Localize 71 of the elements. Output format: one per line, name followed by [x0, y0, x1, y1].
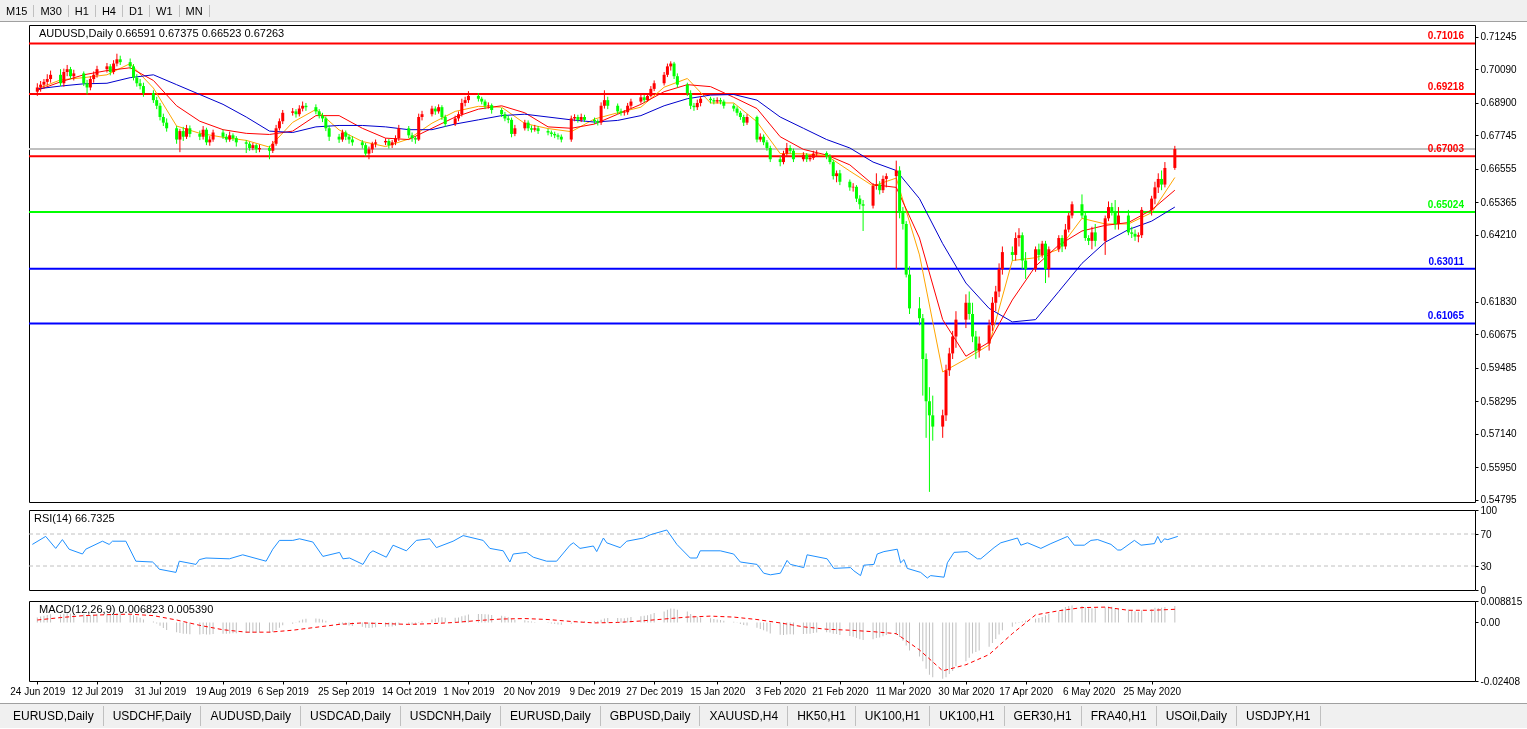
x-tick-label: 31 Jul 2019 [134, 685, 187, 697]
text: M30 [34, 4, 69, 17]
y-tick-label: 0.61830 [1480, 296, 1518, 308]
text: D1 [122, 4, 150, 17]
y-tick-label: 100 [1480, 504, 1498, 516]
x-tick-label: 1 Nov 2019 [443, 685, 495, 697]
text: USOil,Daily [1156, 706, 1238, 726]
y-tick-label: 0.59485 [1480, 362, 1518, 374]
text: XAUUSD,H4 [700, 706, 789, 726]
text: H1 [68, 4, 96, 17]
x-tick-label: 17 Apr 2020 [999, 685, 1054, 697]
y-tick-label: -0.02408 [1480, 675, 1521, 687]
y-tick-label: 0.68900 [1480, 97, 1518, 109]
y-tick-label: 0.00 [1480, 616, 1501, 628]
x-tick-label: 15 Jan 2020 [690, 685, 746, 697]
text: USDCAD,Daily [301, 706, 401, 726]
text: H4 [95, 4, 123, 17]
y-tick-label: 0.66555 [1480, 163, 1518, 175]
ref-line-label: 0.63011 [1428, 255, 1465, 267]
y-tick-label: 30 [1480, 560, 1493, 572]
text: MN [179, 4, 210, 17]
text: W1 [150, 4, 180, 17]
x-tick-label: 20 Nov 2019 [503, 685, 561, 697]
y-tick-label: 0.57140 [1480, 428, 1518, 440]
x-tick-label: 30 Mar 2020 [938, 685, 995, 697]
text: USDCHF,Daily [103, 706, 202, 726]
chart-title: RSI(14) 66.7325 [34, 512, 115, 524]
x-tick-label: 21 Feb 2020 [812, 685, 869, 697]
text: FRA40,H1 [1081, 706, 1157, 726]
x-tick-label: 6 May 2020 [1062, 685, 1116, 697]
x-tick-label: 6 Sep 2019 [257, 685, 310, 697]
x-tick-label: 11 Mar 2020 [875, 685, 932, 697]
x-tick-label: 24 Jun 2019 [10, 685, 66, 697]
ref-line-label: 0.61065 [1427, 310, 1465, 322]
y-tick-label: 0.71245 [1480, 31, 1518, 43]
text: GBPUSD,Daily [600, 706, 701, 726]
y-tick-label: 0.58295 [1480, 395, 1518, 407]
chart-title: MACD(12,26,9) 0.006823 0.005390 [39, 603, 214, 615]
x-tick-label: 14 Oct 2019 [382, 685, 437, 697]
x-tick-label: 3 Feb 2020 [755, 685, 807, 697]
y-tick-label: 0.65365 [1480, 196, 1518, 208]
y-tick-label: 0.55950 [1480, 461, 1518, 473]
y-tick-label: 0.70090 [1480, 63, 1518, 75]
x-tick-label: 12 Jul 2019 [71, 685, 124, 697]
x-tick-label: 25 Sep 2019 [317, 685, 376, 697]
text: USDJPY,H1 [1237, 706, 1321, 726]
text: UK100,H1 [930, 706, 1005, 726]
text: AUDUSD,Daily [201, 706, 302, 726]
y-tick-label: 0.008815 [1480, 595, 1523, 607]
x-tick-label: 9 Dec 2019 [569, 685, 621, 697]
ref-line-label: 0.65024 [1427, 199, 1465, 211]
ref-line-label: 0.71016 [1427, 30, 1465, 42]
text: M15 [0, 4, 35, 17]
x-tick-label: 27 Dec 2019 [626, 685, 684, 697]
text: USDCNH,Daily [400, 706, 502, 726]
ref-line-label: 0.67003 [1427, 143, 1465, 155]
ref-line-label: 0.69218 [1427, 81, 1465, 92]
y-tick-label: 0 [1480, 584, 1487, 596]
x-tick-label: 19 Aug 2019 [195, 685, 253, 697]
y-tick-label: 0.64210 [1480, 229, 1518, 241]
chart-title: AUDUSD,Daily 0.66591 0.67375 0.66523 0.67263 [39, 27, 285, 39]
text: UK100,H1 [855, 706, 931, 726]
y-tick-label: 0.67745 [1480, 129, 1518, 141]
y-tick-label: 70 [1480, 528, 1493, 540]
y-tick-label: 0.60675 [1480, 328, 1518, 340]
text: HK50,H1 [788, 706, 856, 726]
x-tick-label: 25 May 2020 [1123, 685, 1182, 697]
y-tick-label: 0.54795 [1480, 494, 1518, 506]
text: EURUSD,Daily [501, 706, 601, 726]
text: EURUSD,Daily [4, 706, 104, 726]
text: GER30,H1 [1004, 706, 1082, 726]
